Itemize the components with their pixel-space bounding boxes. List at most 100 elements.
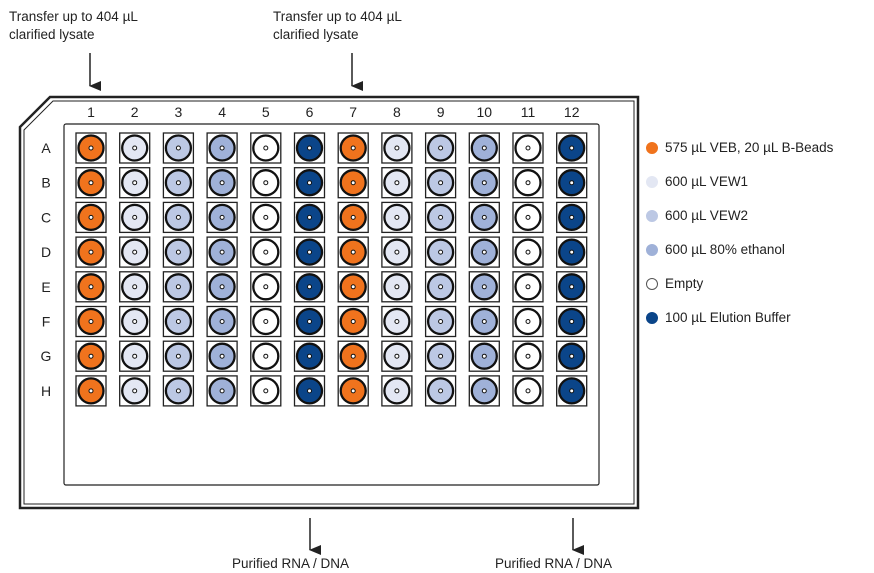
well (424, 236, 457, 268)
well-center-dot (263, 319, 269, 324)
well (162, 132, 195, 164)
well (381, 271, 413, 303)
well (468, 132, 500, 164)
well-center-dot (307, 353, 312, 359)
transfer-annotation-line1: Transfer up to 404 µL (273, 9, 402, 24)
well (293, 236, 326, 268)
well-center-dot (88, 319, 94, 324)
well-center-dot (394, 388, 400, 394)
well (119, 201, 151, 234)
well-center-dot (219, 214, 225, 220)
well-center-dot (132, 353, 138, 359)
well-center-dot (175, 180, 181, 186)
reagent-legend: 575 µL VEB, 20 µL B-Beads 600 µL VEW1 60… (646, 139, 833, 343)
well (424, 305, 457, 338)
well (162, 375, 195, 407)
well-center-dot (350, 284, 356, 290)
well (250, 375, 282, 407)
well-center-dot (88, 180, 94, 186)
well (75, 305, 107, 338)
well (75, 201, 107, 234)
well (512, 201, 544, 234)
well-center-dot (132, 145, 138, 151)
well-center-dot (569, 145, 575, 151)
well (424, 271, 457, 303)
well-center-dot (132, 214, 138, 220)
well (381, 305, 413, 338)
well-center-dot (525, 145, 531, 151)
well (556, 201, 588, 234)
well-center-dot (175, 353, 181, 359)
legend-swatch (646, 312, 658, 324)
well-center-dot (219, 249, 225, 255)
well-center-dot (307, 145, 312, 151)
row-label: D (41, 244, 51, 260)
well-center-dot (569, 249, 575, 255)
well (162, 167, 195, 199)
well (512, 132, 544, 164)
well (75, 271, 107, 303)
transfer-annotation-line1: Transfer up to 404 µL (9, 9, 138, 24)
well (381, 132, 413, 164)
well (512, 236, 544, 268)
column-label: 12 (564, 104, 580, 120)
well-center-dot (132, 249, 138, 255)
well (512, 375, 544, 407)
well-center-dot (350, 353, 356, 359)
well (468, 201, 500, 234)
well (424, 375, 457, 407)
well (162, 305, 195, 338)
well-center-dot (525, 284, 531, 290)
well (337, 167, 369, 199)
well (293, 340, 326, 372)
well (556, 305, 588, 338)
well-center-dot (132, 319, 138, 324)
well-center-dot (307, 284, 312, 290)
well (424, 167, 457, 199)
well-center-dot (175, 284, 181, 290)
column-label: 3 (175, 104, 183, 120)
wells-grid (75, 132, 588, 407)
well (206, 132, 238, 164)
well-center-dot (219, 353, 225, 359)
well (75, 167, 107, 199)
well (162, 201, 195, 234)
well-center-dot (88, 145, 94, 151)
well (75, 375, 107, 407)
legend-swatch (646, 142, 658, 154)
well-center-dot (569, 319, 575, 324)
well (162, 340, 195, 372)
well-center-dot (175, 214, 181, 220)
well (512, 167, 544, 199)
plate-body-inner (23, 100, 635, 505)
well-center-dot (88, 388, 94, 394)
legend-swatch (646, 210, 658, 222)
well-center-dot (307, 249, 312, 255)
well (337, 201, 369, 234)
well (468, 340, 500, 372)
legend-item-veb: 575 µL VEB, 20 µL B-Beads (646, 139, 833, 157)
legend-item-ethanol: 600 µL 80% ethanol (646, 241, 833, 259)
well-center-dot (394, 145, 400, 151)
well (119, 375, 151, 407)
well-center-dot (88, 353, 94, 359)
well-center-dot (569, 214, 575, 220)
well (250, 271, 282, 303)
legend-item-vew1: 600 µL VEW1 (646, 173, 833, 191)
well-center-dot (307, 388, 312, 394)
row-label: A (41, 140, 51, 156)
column-label: 10 (477, 104, 493, 120)
row-label: F (42, 314, 51, 330)
well (381, 340, 413, 372)
row-label: H (41, 383, 51, 399)
well (75, 236, 107, 268)
well (337, 271, 369, 303)
well (293, 271, 326, 303)
well (119, 340, 151, 372)
well (556, 167, 588, 199)
well (293, 201, 326, 234)
well-center-dot (263, 284, 269, 290)
column-label: 11 (521, 104, 536, 120)
legend-swatch (646, 176, 658, 188)
